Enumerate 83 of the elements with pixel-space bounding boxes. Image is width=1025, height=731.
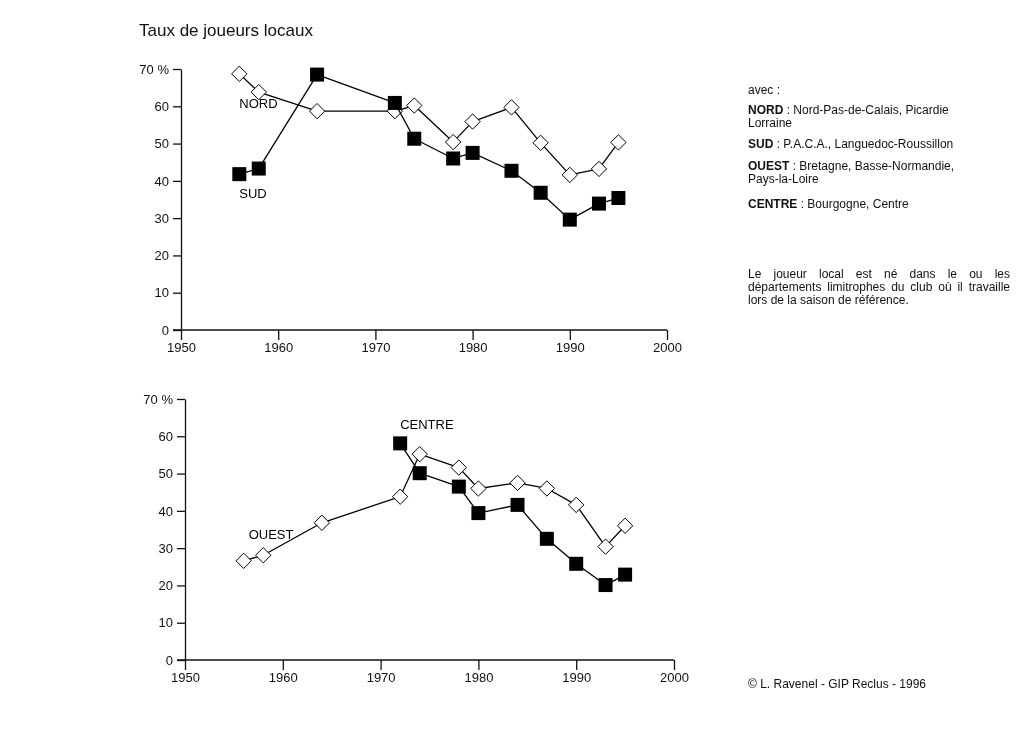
- point: [597, 538, 614, 555]
- point: [503, 99, 520, 116]
- point: [406, 97, 423, 114]
- point: [538, 480, 556, 497]
- text: © L. Ravenel - GIP Reclus - 1996: [748, 677, 928, 691]
- y-tick-label: 50: [158, 466, 173, 482]
- series-label: SUD: [239, 186, 267, 202]
- y-tick-label: 70 %: [143, 391, 174, 407]
- point: [231, 65, 248, 83]
- y-tick-label: 30: [154, 210, 169, 226]
- text: OUEST : Bretagne, Basse-Normandie, Pays-la-Loire: [748, 159, 955, 186]
- x-tick-label: 1980: [458, 340, 488, 356]
- point: [610, 134, 627, 151]
- x-tick-label: 1970: [361, 340, 391, 356]
- y-tick-label: 0: [165, 652, 173, 668]
- series-label: OUEST: [248, 526, 294, 542]
- point: [255, 547, 272, 564]
- y-tick-label: 30: [158, 540, 173, 556]
- point: [533, 185, 548, 200]
- point: [532, 134, 549, 151]
- text: SUD : P.A.C.A., Languedoc-Roussillon: [748, 137, 954, 151]
- point: [509, 474, 526, 492]
- text: Le joueur local est né dans le ou les départements limitrophes du club où il travaille lors de la saison de référence.: [748, 267, 1010, 307]
- point: [407, 131, 422, 146]
- y-tick-label: 20: [154, 248, 169, 264]
- point: [446, 151, 461, 166]
- point: [569, 556, 584, 571]
- y-tick-label: 0: [161, 322, 169, 338]
- point: [470, 480, 487, 497]
- point: [313, 514, 331, 531]
- point: [464, 113, 481, 130]
- point: [471, 506, 486, 521]
- point: [308, 102, 326, 120]
- point: [232, 167, 247, 182]
- point: [561, 166, 578, 184]
- text: CENTRE : Bourgogne, Centre: [748, 197, 909, 211]
- series-label: NORD: [239, 95, 278, 111]
- y-tick-label: 20: [158, 578, 173, 594]
- point: [310, 67, 325, 82]
- point: [450, 459, 468, 476]
- point: [616, 517, 634, 534]
- point: [598, 578, 613, 593]
- x-tick-label: 1970: [366, 670, 396, 686]
- point: [411, 446, 428, 463]
- y-tick-label: 10: [154, 285, 169, 301]
- x-tick-label: 1990: [562, 670, 592, 686]
- x-tick-label: 2000: [653, 340, 682, 356]
- text: avec :: [748, 83, 781, 97]
- text: NORD : Nord-Pas-de-Calais, Picardie Lorraine: [748, 103, 949, 130]
- point: [391, 488, 409, 505]
- chart-title: Taux de joueurs locaux: [139, 21, 314, 40]
- y-tick-label: 10: [158, 615, 173, 631]
- x-tick-label: 1950: [171, 670, 200, 686]
- point: [510, 497, 525, 512]
- point: [444, 133, 462, 151]
- point: [451, 479, 466, 494]
- point: [412, 466, 427, 481]
- point: [504, 163, 519, 178]
- y-tick-label: 40: [154, 173, 169, 189]
- y-tick-label: 60: [154, 98, 169, 114]
- point: [393, 436, 408, 451]
- point: [562, 212, 577, 227]
- y-tick-label: 40: [158, 503, 173, 519]
- point: [611, 191, 626, 206]
- x-tick-label: 1950: [167, 340, 196, 356]
- x-tick-label: 1990: [555, 340, 585, 356]
- point: [235, 552, 252, 569]
- point: [618, 567, 633, 582]
- x-tick-label: 1980: [464, 670, 494, 686]
- y-tick-label: 70 %: [139, 61, 170, 77]
- point: [465, 145, 480, 160]
- point: [591, 196, 606, 211]
- point: [251, 161, 266, 176]
- x-tick-label: 2000: [660, 670, 689, 686]
- x-tick-label: 1960: [268, 670, 298, 686]
- point: [387, 95, 402, 110]
- y-tick-label: 50: [154, 136, 169, 152]
- point: [590, 160, 608, 178]
- series-label: CENTRE: [400, 417, 454, 433]
- point: [539, 531, 554, 546]
- point: [568, 496, 585, 514]
- x-tick-label: 1960: [264, 340, 294, 356]
- y-tick-label: 60: [158, 428, 173, 444]
